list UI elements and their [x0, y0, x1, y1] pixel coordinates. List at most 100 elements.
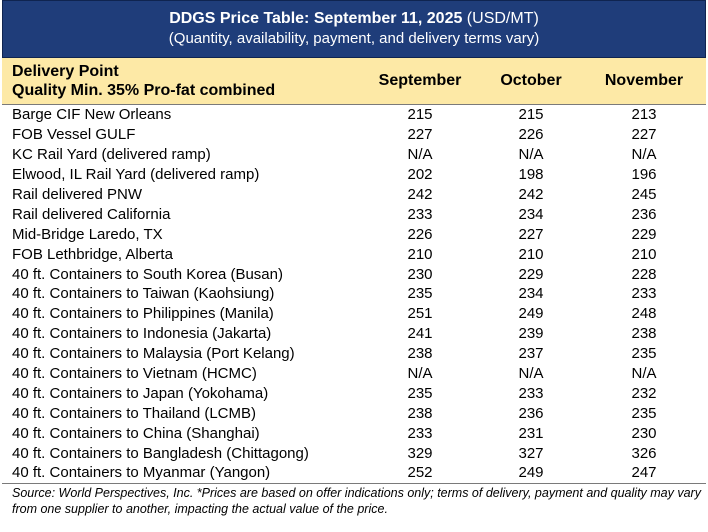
october-price-cell: 234 — [518, 285, 544, 303]
september-price-cell: 227 — [407, 126, 433, 144]
september-price-cell: 238 — [407, 345, 433, 363]
title-bar: DDGS Price Table: September 11, 2025 (US… — [2, 0, 706, 58]
november-price-cell: 233 — [631, 285, 657, 303]
delivery-point-cell: Rail delivered California — [12, 205, 171, 223]
october-price-cell: 227 — [518, 225, 544, 243]
table-row: 40 ft. Containers to Japan (Yokohama) 235… — [2, 383, 706, 403]
november-price-cell: 196 — [631, 166, 657, 184]
november-price-cell: 210 — [631, 245, 657, 263]
september-price-cell: 252 — [407, 464, 433, 482]
september-price-cell: 210 — [407, 245, 433, 263]
table-row: 40 ft. Containers to Malaysia (Port Kela… — [2, 344, 706, 364]
september-price-cell: 242 — [407, 186, 433, 203]
october-price-cell: N/A — [518, 365, 544, 383]
october-price-cell: 236 — [518, 404, 544, 422]
delivery-point-cell: 40 ft. Containers to China (Shanghai) — [12, 424, 260, 442]
table-subtitle: (Quantity, availability, payment, and de… — [168, 30, 540, 47]
header-delivery-point-label: Delivery Point — [12, 63, 119, 80]
table-row: 40 ft. Containers to Philippines (Manila… — [2, 304, 706, 324]
table-row: 40 ft. Containers to Taiwan (Kaohsiung) 2… — [2, 284, 706, 304]
delivery-point-cell: 40 ft. Containers to Philippines (Manila… — [12, 305, 274, 323]
table-row: Mid-Bridge Laredo, TX 226 227 229 — [2, 224, 706, 244]
november-price-cell: 245 — [631, 186, 657, 203]
november-price-cell: 235 — [631, 404, 657, 422]
table-row: 40 ft. Containers to Vietnam (HCMC) N/A N/… — [2, 364, 706, 384]
delivery-point-cell: Elwood, IL Rail Yard (delivered ramp) — [12, 166, 260, 184]
november-price-cell: 229 — [631, 225, 657, 243]
table-row: FOB Lethbridge, Alberta 210 210 210 — [2, 244, 706, 264]
september-price-cell: 233 — [407, 424, 433, 442]
september-price-cell: 226 — [407, 225, 433, 243]
delivery-point-cell: 40 ft. Containers to Bangladesh (Chittag… — [12, 444, 309, 462]
header-september: September — [378, 72, 462, 89]
source-note: Source: World Perspectives, Inc. *Prices… — [12, 485, 701, 516]
header-quality-label: Quality Min. 35% Pro-fat combined — [12, 82, 276, 99]
delivery-point-cell: Rail delivered PNW — [12, 186, 143, 203]
delivery-point-cell: 40 ft. Containers to Japan (Yokohama) — [12, 384, 269, 402]
table-row: Rail delivered PNW 242 242 245 — [2, 185, 706, 205]
october-price-cell: N/A — [518, 146, 544, 164]
october-price-cell: 242 — [518, 186, 544, 203]
november-price-cell: 235 — [631, 345, 657, 363]
table-bottom-rule — [2, 482, 706, 484]
september-price-cell: N/A — [407, 365, 433, 383]
october-price-cell: 234 — [518, 205, 544, 223]
october-price-cell: 249 — [518, 464, 544, 482]
september-price-cell: 235 — [407, 384, 433, 402]
november-price-cell: 236 — [631, 205, 657, 223]
delivery-point-cell: 40 ft. Containers to South Korea (Busan) — [12, 265, 283, 283]
header-november: November — [604, 72, 684, 89]
table-row: 40 ft. Containers to Myanmar (Yangon) 252… — [2, 463, 706, 483]
header-october: October — [500, 72, 562, 89]
delivery-point-cell: FOB Lethbridge, Alberta — [12, 245, 173, 263]
october-price-cell: 198 — [518, 166, 544, 184]
price-table: DDGS Price Table: September 11, 2025 (US… — [2, 0, 706, 517]
table-row: Rail delivered California 233 234 236 — [2, 204, 706, 224]
delivery-point-cell: 40 ft. Containers to Malaysia (Port Kela… — [12, 345, 295, 363]
delivery-point-cell: 40 ft. Containers to Indonesia (Jakarta) — [12, 325, 272, 343]
november-price-cell: 232 — [631, 384, 657, 402]
september-price-cell: 202 — [407, 166, 433, 184]
delivery-point-cell: KC Rail Yard (delivered ramp) — [12, 146, 211, 164]
november-price-cell: 227 — [631, 126, 657, 144]
table-row: Barge CIF New Orleans 215 215 213 — [2, 105, 706, 125]
september-price-cell: N/A — [407, 146, 433, 164]
delivery-point-cell: 40 ft. Containers to Vietnam (HCMC) — [12, 365, 257, 383]
table-row: KC Rail Yard (delivered ramp) N/A N/A N/A — [2, 145, 706, 165]
november-price-cell: 230 — [631, 424, 657, 442]
october-price-cell: 233 — [518, 384, 544, 402]
october-price-cell: 229 — [518, 265, 544, 283]
october-price-cell: 327 — [518, 444, 544, 462]
september-price-cell: 251 — [407, 305, 433, 323]
table-row: 40 ft. Containers to Indonesia (Jakarta)… — [2, 324, 706, 344]
october-price-cell: 239 — [518, 325, 544, 343]
november-price-cell: N/A — [631, 146, 657, 164]
price-rows-body: Barge CIF New Orleans 215 215 213 FOB Vesse… — [2, 105, 706, 483]
table-title: DDGS Price Table: September 11, 2025 (US… — [3, 8, 705, 29]
october-price-cell: 249 — [518, 305, 544, 323]
title-main: DDGS Price Table: September 11, 2025 — [169, 10, 463, 27]
november-price-cell: 213 — [631, 106, 657, 124]
price-rows: Barge CIF New Orleans 215 215 213 FOB Vesse… — [2, 105, 706, 483]
table-row: 40 ft. Containers to China (Shanghai) 233… — [2, 423, 706, 443]
delivery-point-cell: Barge CIF New Orleans — [12, 106, 172, 124]
october-price-cell: 226 — [518, 126, 544, 144]
column-header-row: Delivery Point Quality Min. 35% Pro-fat … — [2, 58, 706, 105]
november-price-cell: 238 — [631, 325, 657, 343]
october-price-cell: 237 — [518, 345, 544, 363]
october-price-cell: 231 — [518, 424, 544, 442]
november-price-cell: N/A — [631, 365, 657, 383]
september-price-cell: 329 — [407, 444, 433, 462]
table-row: 40 ft. Containers to South Korea (Busan)… — [2, 264, 706, 284]
september-price-cell: 230 — [407, 265, 433, 283]
september-price-cell: 238 — [407, 404, 433, 422]
september-price-cell: 235 — [407, 285, 433, 303]
table-row: 40 ft. Containers to Bangladesh (Chittag… — [2, 443, 706, 463]
november-price-cell: 326 — [631, 444, 657, 462]
table-row: FOB Vessel GULF 227 226 227 — [2, 125, 706, 145]
september-price-cell: 215 — [407, 106, 433, 124]
november-price-cell: 248 — [631, 305, 657, 323]
october-price-cell: 210 — [518, 245, 544, 263]
header-delivery-point: Delivery Point Quality Min. 35% Pro-fat … — [2, 62, 360, 100]
delivery-point-cell: 40 ft. Containers to Taiwan (Kaohsiung) — [12, 285, 275, 303]
